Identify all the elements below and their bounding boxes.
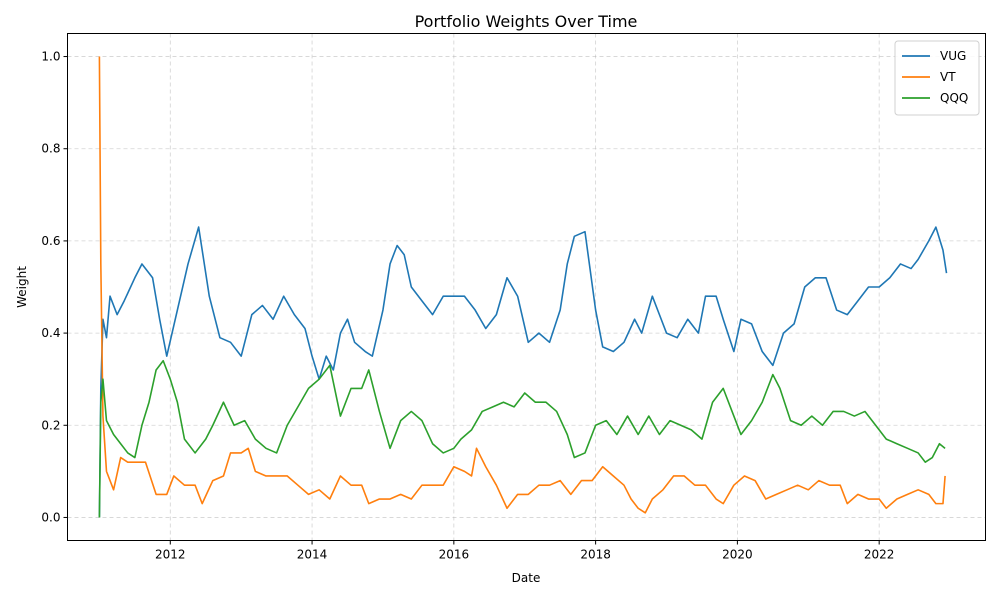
chart-title: Portfolio Weights Over Time bbox=[415, 12, 638, 31]
grid bbox=[67, 33, 986, 541]
y-tick-label: 1.0 bbox=[41, 50, 60, 64]
series-lines bbox=[98, 56, 948, 518]
x-tick-label: 2022 bbox=[864, 548, 895, 562]
y-tick-label: 0.6 bbox=[41, 234, 60, 248]
series-line-vug bbox=[98, 226, 948, 518]
x-axis-ticks: 2012 2014 2016 2018 2020 2022 bbox=[155, 540, 895, 562]
x-axis-label: Date bbox=[512, 571, 541, 585]
legend-label-qqq: QQQ bbox=[940, 91, 968, 105]
series-line-vt bbox=[98, 56, 946, 514]
x-tick-label: 2020 bbox=[722, 548, 753, 562]
x-tick-label: 2012 bbox=[155, 548, 186, 562]
y-axis-ticks: 0.0 0.2 0.4 0.6 0.8 1.0 bbox=[41, 50, 68, 524]
y-tick-label: 0.8 bbox=[41, 142, 60, 156]
y-tick-label: 0.4 bbox=[41, 326, 60, 340]
y-tick-label: 0.2 bbox=[41, 418, 60, 432]
plot-frame bbox=[67, 33, 986, 541]
x-tick-label: 2014 bbox=[297, 548, 328, 562]
x-tick-label: 2018 bbox=[580, 548, 611, 562]
legend-label-vt: VT bbox=[940, 70, 956, 84]
series-line-qqq bbox=[98, 359, 946, 518]
legend-label-vug: VUG bbox=[940, 49, 966, 63]
y-tick-label: 0.0 bbox=[41, 510, 60, 524]
legend-box bbox=[894, 40, 980, 116]
legend: VUG VT QQQ bbox=[894, 40, 980, 116]
y-axis-label: Weight bbox=[15, 266, 29, 308]
x-tick-label: 2016 bbox=[439, 548, 470, 562]
